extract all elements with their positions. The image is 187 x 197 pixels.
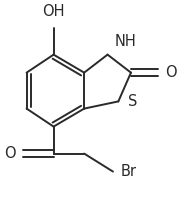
Text: S: S: [128, 94, 138, 109]
Text: Br: Br: [120, 164, 136, 179]
Text: O: O: [165, 65, 177, 80]
Text: OH: OH: [42, 4, 65, 19]
Text: O: O: [4, 146, 16, 161]
Text: NH: NH: [115, 34, 137, 49]
